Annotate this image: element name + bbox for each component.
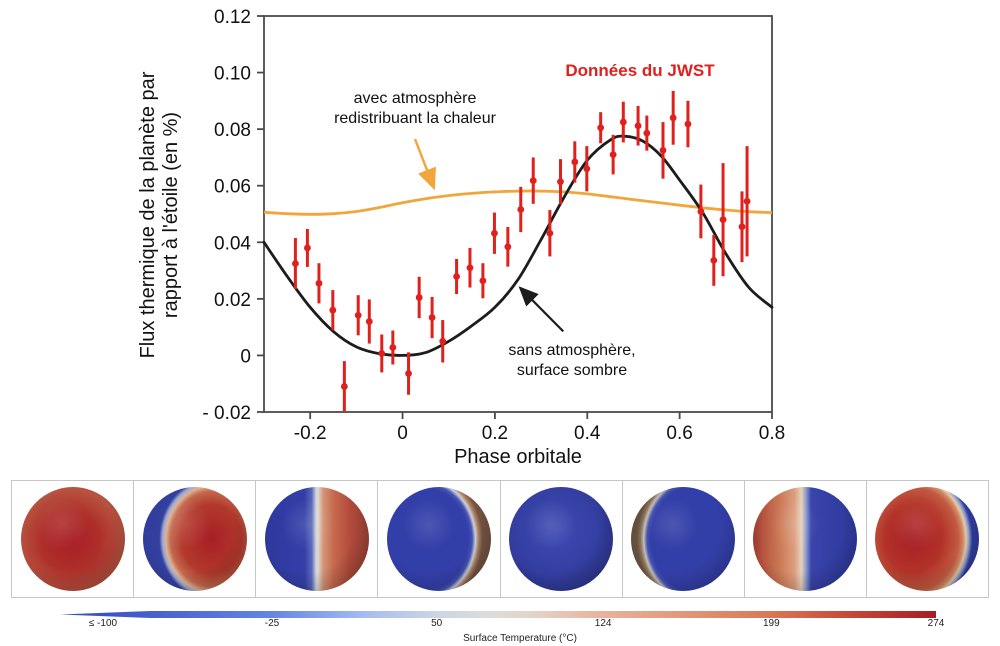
jwst-data-point: [354, 311, 362, 319]
colorbar-tick-label: -25: [264, 618, 280, 629]
jwst-data-point: [738, 223, 746, 231]
jwst-data-point: [292, 260, 299, 267]
y-tick-label: - 0.02: [202, 403, 251, 424]
y-tick-label: 0.02: [214, 290, 251, 311]
jwst-data-point: [365, 318, 373, 325]
no-atmosphere-arrow: [518, 286, 565, 333]
jwst-data-point: [453, 273, 460, 280]
x-tick-label: 0: [397, 423, 408, 444]
jwst-data-point: [743, 197, 751, 205]
phase-gibbous-night-right: [875, 487, 980, 591]
planet-phase-panel: [621, 480, 745, 598]
colorbar-tick-label: 274: [927, 618, 945, 629]
jwst-data-point: [546, 229, 554, 237]
jwst-data-point: [428, 314, 436, 321]
annotation-no-atmosphere: sans atmosphère, surface sombre: [472, 341, 672, 381]
planet-phase-panel: [11, 480, 135, 598]
annotation-no-atmosphere-line1: sans atmosphère,: [508, 342, 636, 359]
jwst-data-point: [315, 279, 323, 287]
jwst-data-point: [439, 337, 447, 345]
planet-phase-panel: [377, 480, 501, 598]
jwst-data-point: [329, 306, 337, 314]
x-tick-label: 0.8: [759, 423, 785, 444]
jwst-data-point: [378, 350, 386, 357]
y-tick-label: 0.12: [214, 7, 251, 28]
jwst-data-point: [634, 122, 642, 130]
y-tick-label: 0: [240, 346, 251, 367]
annotation-with-atmosphere: avec atmosphère redistribuant la chaleur: [315, 89, 515, 129]
phase-crescent-day-left: [631, 487, 736, 591]
phase-crescent-day-right: [386, 487, 491, 591]
jwst-data-point: [517, 206, 525, 213]
jwst-data-point: [684, 120, 692, 128]
y-tick-label: 0.06: [214, 177, 251, 198]
jwst-data-point: [609, 151, 617, 159]
jwst-data-point: [479, 277, 487, 285]
jwst-data-point: [710, 256, 718, 264]
jwst-data-point: [571, 158, 579, 166]
jwst-data-point: [643, 129, 651, 137]
planet-phase-panel: [865, 480, 989, 598]
phase-dayside-full: [20, 487, 125, 591]
annotation-with-atmosphere-line1: avec atmosphère: [353, 90, 477, 107]
planet-phase-panel: [255, 480, 379, 598]
y-tick-label: 0.08: [214, 120, 251, 141]
colorbar-tick-label: 50: [431, 618, 443, 629]
jwst-data-point: [597, 124, 605, 132]
jwst-data-point: [557, 178, 564, 186]
jwst-data-point: [659, 146, 667, 154]
y-axis-label: Flux thermique de la planète par rapport…: [137, 5, 183, 425]
x-tick-label: -0.2: [294, 423, 327, 444]
plot-frame: [263, 15, 773, 413]
x-axis-label: Phase orbitale: [454, 446, 582, 468]
planet-phase-panel: [133, 480, 257, 598]
jwst-data-point: [491, 229, 498, 237]
model-no-atmosphere-curve: [262, 134, 774, 357]
colorbar-tick-label: 124: [594, 618, 612, 629]
jwst-data-point: [389, 344, 397, 351]
colorbar-tick-labels: ≤ -100 -25 50 124 199 274: [60, 618, 945, 631]
colorbar-caption: Surface Temperature (°C): [463, 633, 577, 644]
planet-phase-image-strip: [11, 480, 989, 598]
model-with-atmosphere-curve: [263, 189, 773, 216]
jwst-data-point: [619, 118, 627, 126]
phase-nightside-full: [509, 487, 614, 591]
jwst-data-point: [583, 165, 591, 173]
chart-canvas: -0.2 0 0.2 0.4 0.6 0.8 0.12 0.10 0.08 0.06 0.04 0.0…: [202, 7, 785, 444]
phase-half-day-left: [753, 487, 858, 591]
jwst-data-point: [304, 244, 311, 252]
jwst-data-point: [466, 264, 474, 272]
x-tick-label: 0.4: [574, 423, 601, 444]
jwst-data-point: [504, 243, 512, 251]
colorbar-tick-label: 199: [762, 618, 780, 629]
jwst-data-point: [669, 114, 677, 122]
planet-phase-panel: [499, 480, 623, 598]
with-atmosphere-arrow: [413, 138, 436, 191]
jwst-data-point: [340, 383, 348, 390]
colorbar-tick-label: ≤ -100: [88, 618, 118, 629]
jwst-data-point: [697, 208, 705, 215]
annotation-no-atmosphere-line2: surface sombre: [516, 362, 628, 379]
x-tick-label: 0.6: [666, 423, 692, 444]
x-tick-label: 0.2: [482, 423, 508, 444]
y-tick-label: 0.04: [214, 233, 251, 254]
jwst-data-point: [415, 294, 423, 301]
temperature-colorbar: [60, 611, 936, 618]
y-axis-label-line1: Flux thermique de la planète par: [137, 71, 159, 359]
phase-curve-chart: -0.2 0 0.2 0.4 0.6 0.8 0.12 0.10 0.08 0.06 0.04 0.0…: [137, 5, 785, 468]
jwst-data-point: [719, 216, 727, 224]
y-axis-label-line2: rapport à l'étoile (en %): [160, 111, 182, 319]
phase-gibbous-night-left: [142, 487, 247, 591]
y-tick-label: 0.10: [214, 64, 251, 85]
jwst-data-point: [405, 370, 412, 377]
jwst-data-point: [529, 177, 537, 185]
planet-phase-panel: [743, 480, 867, 598]
phase-half-night-left: [264, 487, 369, 591]
annotation-with-atmosphere-line2: redistribuant la chaleur: [334, 110, 496, 127]
legend-jwst-data-label: Données du JWST: [565, 61, 715, 80]
